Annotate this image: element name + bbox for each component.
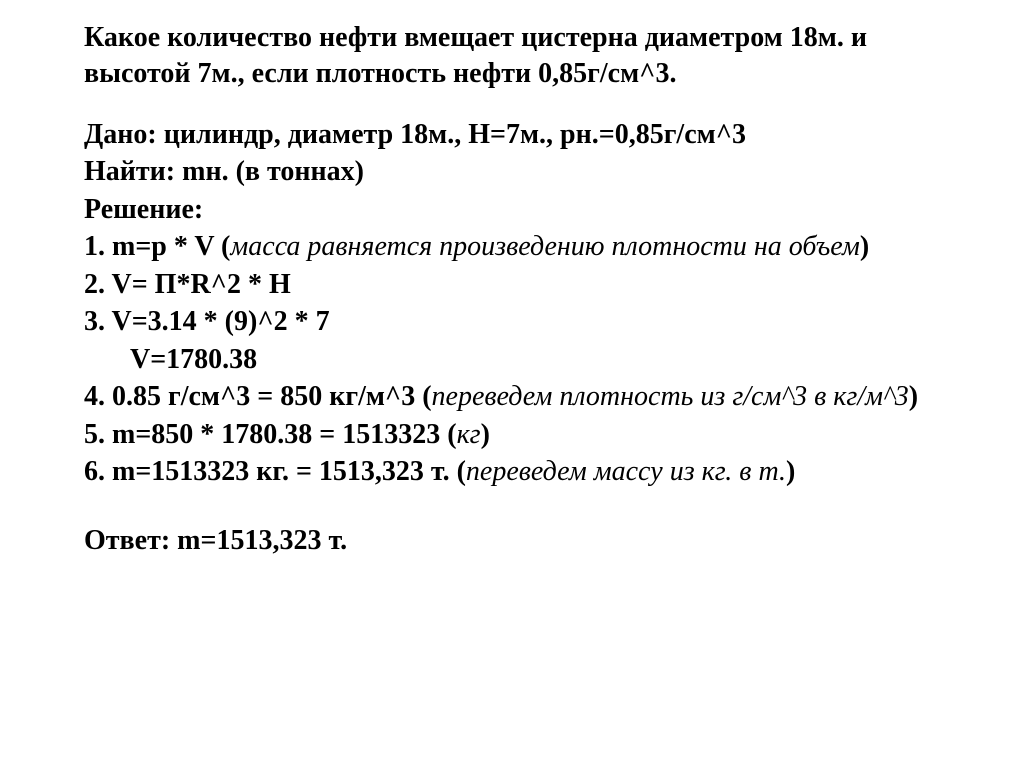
step-5-prefix: 5. m=850 * 1780.38 = 1513323 ( <box>84 419 457 450</box>
step-5: 5. m=850 * 1780.38 = 1513323 (кг) <box>84 416 940 454</box>
step-3: 3. V=3.14 * (9)^2 * 7 <box>84 303 940 341</box>
step-1-prefix: 1. m=p * V ( <box>84 231 230 262</box>
step-5-suffix: ) <box>481 419 490 450</box>
step-6-italic: переведем массу из кг. в т. <box>466 456 786 487</box>
step-4-prefix: 4. 0.85 г/см^3 = 850 кг/м^3 ( <box>84 381 432 412</box>
find-line: Найти: mн. (в тоннах) <box>84 153 940 191</box>
solution-label: Решение: <box>84 191 940 229</box>
problem-statement: Какое количество нефти вмещает цистерна … <box>84 20 940 92</box>
step-6-suffix: ) <box>786 456 795 487</box>
step-6-prefix: 6. m=1513323 кг. = 1513,323 т. ( <box>84 456 466 487</box>
step-4-suffix: ) <box>909 381 918 412</box>
step-6: 6. m=1513323 кг. = 1513,323 т. (переведе… <box>84 453 940 491</box>
step-4-italic: переведем плотность из г/см^3 в кг/м^3 <box>432 381 909 412</box>
step-2: 2. V= П*R^2 * H <box>84 266 940 304</box>
step-3b: V=1780.38 <box>84 341 940 379</box>
given-line: Дано: цилиндр, диаметр 18м., H=7м., pн.=… <box>84 116 940 154</box>
answer-line: Ответ: m=1513,323 т. <box>84 525 940 557</box>
step-1: 1. m=p * V (масса равняется произведению… <box>84 228 940 266</box>
step-1-suffix: ) <box>860 231 869 262</box>
slide-page: Какое количество нефти вмещает цистерна … <box>0 0 1024 577</box>
step-1-italic: масса равняется произведению плотности н… <box>230 231 860 262</box>
step-4: 4. 0.85 г/см^3 = 850 кг/м^3 (переведем п… <box>84 378 940 416</box>
step-5-italic: кг <box>457 419 481 450</box>
